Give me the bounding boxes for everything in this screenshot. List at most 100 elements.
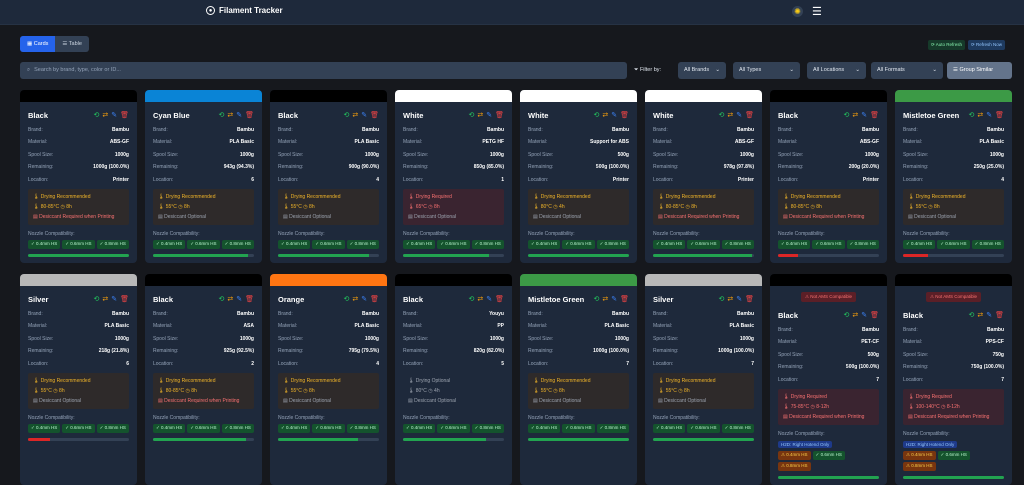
- edit-icon[interactable]: ✎: [111, 296, 118, 303]
- history-icon[interactable]: ⟲: [343, 296, 350, 303]
- swap-icon[interactable]: ⇄: [727, 112, 734, 119]
- trash-icon[interactable]: 🗑: [870, 312, 879, 319]
- nozzle-compatibility-label: Nozzle Compatibility:: [778, 231, 879, 237]
- filament-card[interactable]: White ⟲ ⇄ ✎ 🗑 Brand: Bambu Material: Support for…: [520, 90, 637, 263]
- brand-filter-select[interactable]: All Brands ⌄: [678, 62, 726, 79]
- filament-card[interactable]: ⚠ Not AMS Compatible Black ⟲ ⇄ ✎ 🗑 Brand: Bambu…: [770, 274, 887, 485]
- filament-card[interactable]: White ⟲ ⇄ ✎ 🗑 Brand: Bambu Material: ABS-GF Spool…: [645, 90, 762, 263]
- cards-view-button[interactable]: ▦ Cards: [20, 36, 56, 52]
- trash-icon[interactable]: 🗑: [745, 112, 754, 119]
- history-icon[interactable]: ⟲: [468, 296, 475, 303]
- edit-icon[interactable]: ✎: [611, 112, 618, 119]
- location-filter-select[interactable]: All Locations ⌄: [807, 62, 866, 79]
- swap-icon[interactable]: ⇄: [727, 296, 734, 303]
- edit-icon[interactable]: ✎: [986, 112, 993, 119]
- swap-icon[interactable]: ⇄: [352, 296, 359, 303]
- sun-icon[interactable]: ✺: [792, 6, 803, 17]
- swap-icon[interactable]: ⇄: [977, 312, 984, 319]
- edit-icon[interactable]: ✎: [611, 296, 618, 303]
- history-icon[interactable]: ⟲: [468, 112, 475, 119]
- trash-icon[interactable]: 🗑: [120, 112, 129, 119]
- filament-card[interactable]: Black ⟲ ⇄ ✎ 🗑 Brand: Youyu Material: PP Spool Siz…: [395, 274, 512, 485]
- edit-icon[interactable]: ✎: [486, 296, 493, 303]
- hamburger-icon[interactable]: ☰: [812, 6, 822, 18]
- edit-icon[interactable]: ✎: [486, 112, 493, 119]
- filament-card[interactable]: Cyan Blue ⟲ ⇄ ✎ 🗑 Brand: Bambu Material: PLA Bas…: [145, 90, 262, 263]
- nozzle-compatibility-label: Nozzle Compatibility:: [528, 231, 629, 237]
- trash-icon[interactable]: 🗑: [495, 112, 504, 119]
- filament-card[interactable]: Black ⟲ ⇄ ✎ 🗑 Brand: Bambu Material: PLA Basic Sp…: [270, 90, 387, 263]
- edit-icon[interactable]: ✎: [986, 312, 993, 319]
- edit-icon[interactable]: ✎: [361, 296, 368, 303]
- filament-card[interactable]: Orange ⟲ ⇄ ✎ 🗑 Brand: Bambu Material: PLA Basic S…: [270, 274, 387, 485]
- search-input[interactable]: ⌕ Search by brand, type, color or ID...: [20, 62, 627, 79]
- edit-icon[interactable]: ✎: [236, 112, 243, 119]
- card-header: Black ⟲ ⇄ ✎ 🗑: [778, 110, 879, 120]
- filament-card[interactable]: Silver ⟲ ⇄ ✎ 🗑 Brand: Bambu Material: PLA Basic S…: [20, 274, 137, 485]
- swap-icon[interactable]: ⇄: [227, 112, 234, 119]
- edit-icon[interactable]: ✎: [361, 112, 368, 119]
- trash-icon[interactable]: 🗑: [120, 296, 129, 303]
- swap-icon[interactable]: ⇄: [977, 112, 984, 119]
- history-icon[interactable]: ⟲: [593, 112, 600, 119]
- group-similar-button[interactable]: ☰ Group Similar: [947, 62, 1012, 79]
- format-filter-select[interactable]: All Formats ⌄: [871, 62, 943, 79]
- table-view-button[interactable]: ☰ Table: [62, 41, 82, 47]
- auto-refresh-button[interactable]: ⟳ Auto Refresh: [928, 40, 966, 50]
- history-icon[interactable]: ⟲: [968, 112, 975, 119]
- app-brand[interactable]: ● Filament Tracker: [206, 6, 283, 15]
- trash-icon[interactable]: 🗑: [245, 296, 254, 303]
- history-icon[interactable]: ⟲: [343, 112, 350, 119]
- swap-icon[interactable]: ⇄: [102, 112, 109, 119]
- filament-card[interactable]: Black ⟲ ⇄ ✎ 🗑 Brand: Bambu Material: ABS-GF Spool…: [770, 90, 887, 263]
- history-icon[interactable]: ⟲: [843, 312, 850, 319]
- trash-icon[interactable]: 🗑: [995, 112, 1004, 119]
- edit-icon[interactable]: ✎: [861, 112, 868, 119]
- history-icon[interactable]: ⟲: [218, 296, 225, 303]
- trash-icon[interactable]: 🗑: [870, 112, 879, 119]
- trash-icon[interactable]: 🗑: [620, 112, 629, 119]
- edit-icon[interactable]: ✎: [861, 312, 868, 319]
- swap-icon[interactable]: ⇄: [102, 296, 109, 303]
- swap-icon[interactable]: ⇄: [602, 296, 609, 303]
- field-label: Remaining:: [778, 364, 804, 370]
- swap-icon[interactable]: ⇄: [602, 112, 609, 119]
- edit-icon[interactable]: ✎: [736, 296, 743, 303]
- filament-card[interactable]: Black ⟲ ⇄ ✎ 🗑 Brand: Bambu Material: ABS-GF Spool…: [20, 90, 137, 263]
- trash-icon[interactable]: 🗑: [995, 312, 1004, 319]
- trash-icon[interactable]: 🗑: [495, 296, 504, 303]
- trash-icon[interactable]: 🗑: [245, 112, 254, 119]
- field-label: Brand:: [778, 126, 793, 133]
- type-filter-select[interactable]: All Types ⌄: [733, 62, 800, 79]
- filament-card[interactable]: White ⟲ ⇄ ✎ 🗑 Brand: Bambu Material: PETG HF Spoo…: [395, 90, 512, 263]
- edit-icon[interactable]: ✎: [736, 112, 743, 119]
- history-icon[interactable]: ⟲: [93, 112, 100, 119]
- filament-card[interactable]: Mistletoe Green ⟲ ⇄ ✎ 🗑 Brand: Bambu Material: P…: [895, 90, 1012, 263]
- edit-icon[interactable]: ✎: [111, 112, 118, 119]
- refresh-now-button[interactable]: ⟳ Refresh Now: [968, 40, 1006, 50]
- trash-icon[interactable]: 🗑: [745, 296, 754, 303]
- swap-icon[interactable]: ⇄: [477, 296, 484, 303]
- history-icon[interactable]: ⟲: [968, 312, 975, 319]
- swap-icon[interactable]: ⇄: [477, 112, 484, 119]
- swap-icon[interactable]: ⇄: [227, 296, 234, 303]
- filament-card[interactable]: Silver ⟲ ⇄ ✎ 🗑 Brand: Bambu Material: PLA Basic S…: [645, 274, 762, 485]
- swap-icon[interactable]: ⇄: [352, 112, 359, 119]
- history-icon[interactable]: ⟲: [593, 296, 600, 303]
- swap-icon[interactable]: ⇄: [852, 112, 859, 119]
- table-label: Table: [68, 41, 82, 47]
- history-icon[interactable]: ⟲: [718, 296, 725, 303]
- history-icon[interactable]: ⟲: [718, 112, 725, 119]
- filament-card[interactable]: Black ⟲ ⇄ ✎ 🗑 Brand: Bambu Material: ASA Spool Si…: [145, 274, 262, 485]
- history-icon[interactable]: ⟲: [843, 112, 850, 119]
- filament-card[interactable]: Mistletoe Green ⟲ ⇄ ✎ 🗑 Brand: Bambu Material: P…: [520, 274, 637, 485]
- history-icon[interactable]: ⟲: [218, 112, 225, 119]
- trash-icon[interactable]: 🗑: [620, 296, 629, 303]
- filament-card[interactable]: ⚠ Not AMS Compatible Black ⟲ ⇄ ✎ 🗑 Brand: Bambu…: [895, 274, 1012, 485]
- trash-icon[interactable]: 🗑: [370, 112, 379, 119]
- nozzle-badge: ✓ 0.6mm HS: [187, 423, 220, 433]
- trash-icon[interactable]: 🗑: [370, 296, 379, 303]
- edit-icon[interactable]: ✎: [236, 296, 243, 303]
- history-icon[interactable]: ⟲: [93, 296, 100, 303]
- swap-icon[interactable]: ⇄: [852, 312, 859, 319]
